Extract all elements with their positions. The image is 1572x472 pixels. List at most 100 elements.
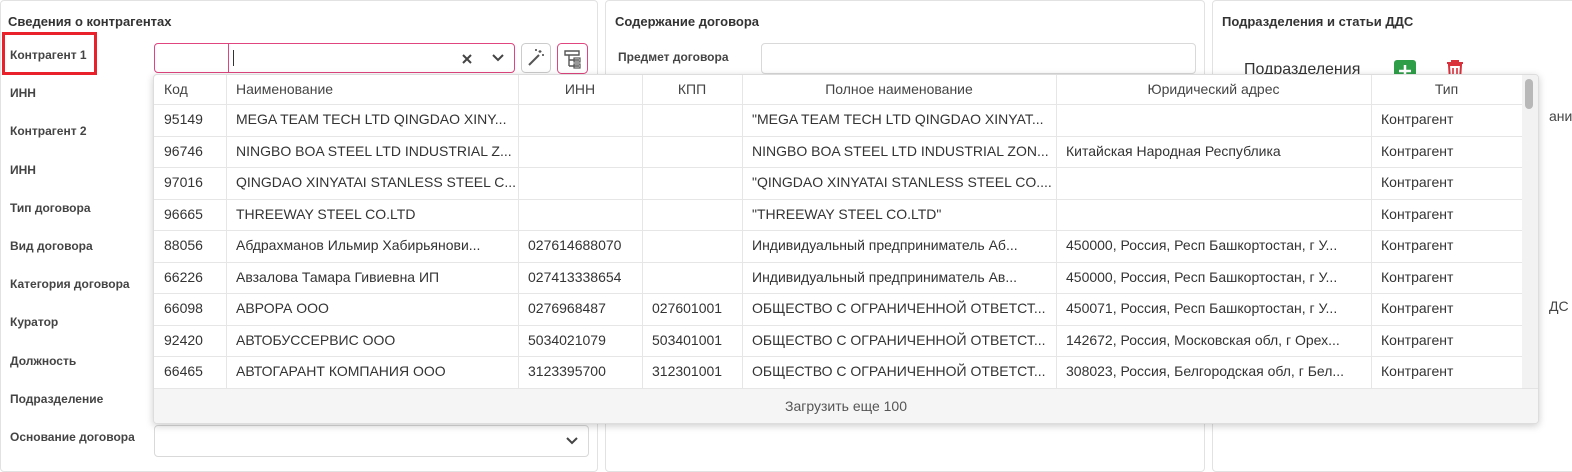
row-border xyxy=(154,387,1522,389)
column-divider xyxy=(642,75,643,388)
column-header[interactable]: ИНН xyxy=(564,81,596,97)
table-cell: "MEGA TEAM TECH LTD QINGDAO XINYAT... xyxy=(752,111,1044,127)
table-row[interactable]: 95149 MEGA TEAM TECH LTD QINGDAO XINY... "… xyxy=(154,104,1522,136)
table-cell: 503401001 xyxy=(652,331,723,348)
table-cell: 5034021079 xyxy=(528,331,606,348)
scroll-thumb[interactable] xyxy=(1525,79,1533,109)
table-row[interactable]: 92420 АВТОБУССЕРВИС ООО 5034021079 50340100… xyxy=(154,325,1522,357)
table-cell: 92420 xyxy=(164,331,203,348)
row-border xyxy=(154,356,1522,357)
table-cell: Абдрахманов Ильмир Хабирьянови... xyxy=(236,237,481,253)
table-row[interactable]: 97016 QINGDAO XINYATAI STANLESS STEEL C..… xyxy=(154,167,1522,199)
partial-text: ДС xyxy=(1549,298,1569,314)
table-cell: 450000, Россия, Респ Башкортостан, г У..… xyxy=(1066,268,1338,285)
table-cell: 66226 xyxy=(164,268,203,285)
table-cell: 97016 xyxy=(164,174,203,190)
row-border xyxy=(154,261,1522,263)
row-border xyxy=(154,198,1522,200)
scrollbar[interactable] xyxy=(1522,75,1538,388)
table-cell: Контрагент xyxy=(1381,111,1454,127)
table-cell: "THREEWAY STEEL CO.LTD" xyxy=(752,205,942,222)
load-more-bar[interactable]: Загрузить еще 100 xyxy=(154,388,1538,423)
column-header[interactable]: КПП xyxy=(677,81,707,97)
table-row[interactable]: 66098 АВРОРА ООО 0276968487 027601001 ОБЩЕСТ… xyxy=(154,293,1522,325)
field-label: Категория договора xyxy=(10,277,130,292)
table-row[interactable]: 66465 АВТОГАРАНТ КОМПАНИЯ ООО 3123395700 31… xyxy=(154,356,1522,388)
field-label: Вид договора xyxy=(10,239,93,253)
table-cell: Контрагент xyxy=(1381,142,1454,159)
cursor xyxy=(233,50,234,66)
field-label: Должность xyxy=(10,353,77,368)
table-cell: Контрагент xyxy=(1381,363,1454,379)
expand-button[interactable] xyxy=(491,53,505,63)
column-header[interactable]: Код xyxy=(164,81,188,97)
table-cell: NINGBO BOA STEEL LTD INDUSTRIAL Z... xyxy=(236,142,512,159)
table-cell: Авзалова Тамара Гивиевна ИП xyxy=(236,268,440,285)
field-label: ИНН xyxy=(10,162,36,177)
table-cell: 027413338654 xyxy=(528,268,622,285)
partial-text: ание xyxy=(1549,108,1572,124)
table-cell: 027601001 xyxy=(652,300,723,316)
table-row[interactable]: 96665 THREEWAY STEEL CO.LTD "THREEWAY STEE… xyxy=(154,199,1522,231)
column-divider xyxy=(742,75,743,388)
table-cell: NINGBO BOA STEEL LTD INDUSTRIAL ZON... xyxy=(752,142,1049,159)
row-border xyxy=(154,324,1522,326)
counterparty-input[interactable] xyxy=(154,43,515,73)
table-cell: Контрагент xyxy=(1381,268,1454,285)
table-cell: 312301001 xyxy=(652,363,723,379)
field-label: Контрагент 1 xyxy=(10,48,87,62)
panel-title: Сведения о контрагентах xyxy=(8,14,172,29)
field-label: Основание договора xyxy=(10,430,135,444)
basis-select[interactable] xyxy=(154,425,589,457)
row-border xyxy=(154,167,1522,168)
panel-title: Содержание договора xyxy=(615,14,760,29)
table-cell: "QINGDAO XINYATAI STANLESS STEEL CO.... xyxy=(752,174,1052,190)
column-divider xyxy=(1056,75,1057,388)
header-border xyxy=(154,104,1522,105)
table-cell: ОБЩЕСТВО С ОГРАНИЧЕННОЙ ОТВЕТСТ... xyxy=(752,363,1046,379)
table-cell: 96665 xyxy=(164,205,203,222)
tree-button[interactable] xyxy=(557,43,588,74)
table-cell: 66098 xyxy=(164,300,203,316)
table-cell: 142672, Россия, Московская обл, г Орех..… xyxy=(1066,331,1340,348)
column-header[interactable]: Юридический адрес xyxy=(1147,81,1280,97)
subject-input[interactable] xyxy=(761,43,1196,74)
wand-button[interactable] xyxy=(521,43,551,73)
table-cell: 027614688070 xyxy=(528,237,622,253)
table-cell: 96746 xyxy=(164,142,203,159)
highlight-box xyxy=(2,32,97,75)
table-cell: Контрагент xyxy=(1381,237,1454,253)
table-cell: 450000, Россия, Респ Башкортостан, г У..… xyxy=(1066,237,1338,253)
table-cell: Контрагент xyxy=(1381,331,1454,348)
clear-button[interactable] xyxy=(461,53,473,65)
field-label: Куратор xyxy=(10,315,59,330)
column-divider xyxy=(226,75,227,388)
column-header[interactable]: Наименование xyxy=(236,81,334,97)
table-row[interactable]: 96746 NINGBO BOA STEEL LTD INDUSTRIAL Z..… xyxy=(154,136,1522,168)
row-border xyxy=(154,230,1522,231)
table-cell: ОБЩЕСТВО С ОГРАНИЧЕННОЙ ОТВЕТСТ... xyxy=(752,300,1046,316)
table-cell: 3123395700 xyxy=(528,363,606,379)
field-label: Подразделение xyxy=(10,391,104,406)
table-cell: THREEWAY STEEL CO.LTD xyxy=(236,205,416,222)
table-cell: Контрагент xyxy=(1381,300,1454,316)
divider xyxy=(228,44,229,72)
table-cell: АВТОБУССЕРВИС ООО xyxy=(236,331,396,348)
table-cell: 0276968487 xyxy=(528,300,606,316)
field-label: Предмет договора xyxy=(618,50,729,64)
expand-button[interactable] xyxy=(565,436,579,446)
table-row[interactable]: 66226 Авзалова Тамара Гивиевна ИП 02741333… xyxy=(154,262,1522,294)
table-cell: 88056 xyxy=(164,237,203,253)
row-border xyxy=(154,293,1522,294)
column-divider xyxy=(518,75,519,388)
section-label: Подразделения xyxy=(1244,61,1361,78)
dropdown: Загрузить еще 100 Код Наименование ИНН КПП П… xyxy=(153,74,1539,424)
column-header[interactable]: Полное наименование xyxy=(825,81,973,97)
table-cell: 308023, Россия, Белгородская обл, г Бел.… xyxy=(1066,363,1345,379)
load-more[interactable]: Загрузить еще 100 xyxy=(785,398,907,414)
column-header[interactable]: Тип xyxy=(1434,81,1459,97)
table-row[interactable]: 88056 Абдрахманов Ильмир Хабирьянови... 02… xyxy=(154,230,1522,262)
table-cell: Индивидуальный предприниматель Ав... xyxy=(752,268,1018,285)
